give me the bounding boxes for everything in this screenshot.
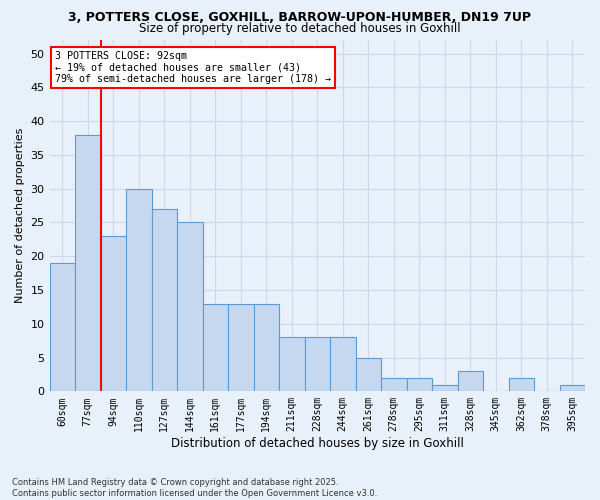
Bar (305, 338, 330, 392)
Bar (152, 209, 177, 392)
Bar (203, 304, 228, 392)
Bar (509, 378, 534, 392)
Text: Contains HM Land Registry data © Crown copyright and database right 2025.
Contai: Contains HM Land Registry data © Crown c… (12, 478, 377, 498)
Bar (279, 338, 305, 392)
Text: Size of property relative to detached houses in Goxhill: Size of property relative to detached ho… (139, 22, 461, 35)
Y-axis label: Number of detached properties: Number of detached properties (15, 128, 25, 304)
Bar (101, 236, 126, 392)
Bar (177, 222, 203, 392)
Bar (560, 384, 585, 392)
Bar (228, 304, 254, 392)
Bar (75, 134, 101, 392)
Bar (126, 188, 152, 392)
Bar (407, 378, 432, 392)
Text: 3 POTTERS CLOSE: 92sqm
← 19% of detached houses are smaller (43)
79% of semi-det: 3 POTTERS CLOSE: 92sqm ← 19% of detached… (55, 50, 331, 84)
X-axis label: Distribution of detached houses by size in Goxhill: Distribution of detached houses by size … (171, 437, 464, 450)
Bar (50, 263, 75, 392)
Bar (254, 304, 279, 392)
Bar (381, 378, 407, 392)
Bar (356, 358, 381, 392)
Bar (432, 384, 458, 392)
Bar (458, 371, 483, 392)
Text: 3, POTTERS CLOSE, GOXHILL, BARROW-UPON-HUMBER, DN19 7UP: 3, POTTERS CLOSE, GOXHILL, BARROW-UPON-H… (68, 11, 532, 24)
Bar (330, 338, 356, 392)
